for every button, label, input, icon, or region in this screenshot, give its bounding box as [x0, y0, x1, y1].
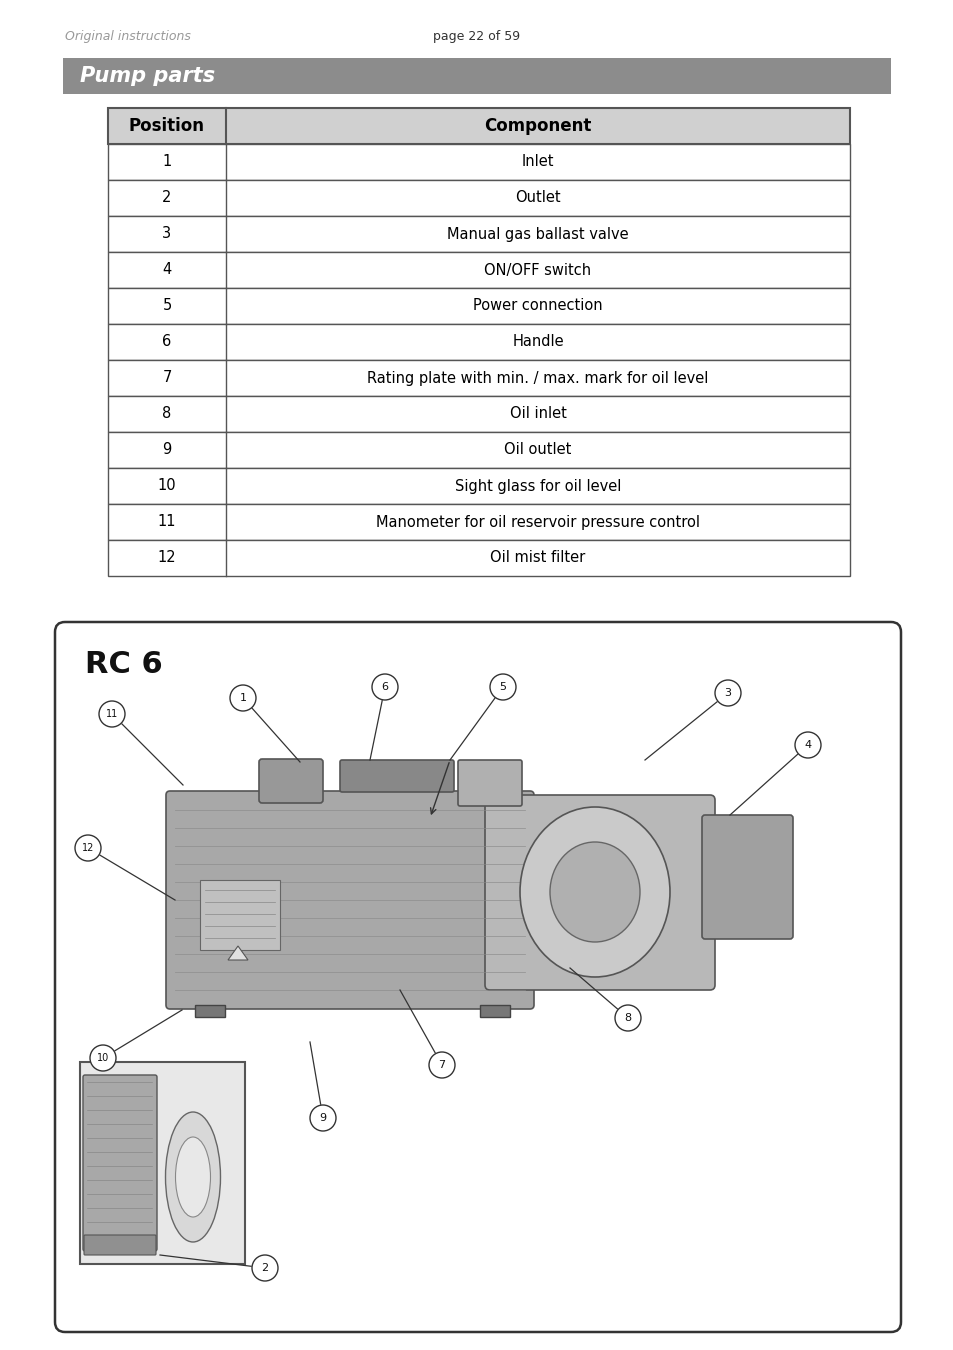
- FancyBboxPatch shape: [258, 759, 323, 803]
- FancyBboxPatch shape: [83, 1075, 157, 1251]
- Text: 8: 8: [624, 1012, 631, 1023]
- Text: Power connection: Power connection: [473, 298, 602, 313]
- Bar: [108, 144, 849, 180]
- Text: RC 6: RC 6: [85, 649, 163, 679]
- Text: Handle: Handle: [512, 335, 563, 350]
- FancyBboxPatch shape: [484, 795, 714, 990]
- Text: 2: 2: [261, 1264, 269, 1273]
- Text: Oil outlet: Oil outlet: [504, 443, 571, 458]
- FancyBboxPatch shape: [339, 760, 454, 792]
- Text: Inlet: Inlet: [521, 154, 554, 170]
- Bar: [194, 1004, 225, 1017]
- Text: Rating plate with min. / max. mark for oil level: Rating plate with min. / max. mark for o…: [367, 370, 708, 386]
- Text: Manual gas ballast valve: Manual gas ballast valve: [447, 227, 628, 242]
- Text: 12: 12: [82, 842, 94, 853]
- Circle shape: [252, 1256, 277, 1281]
- Circle shape: [490, 674, 516, 701]
- Bar: [108, 252, 849, 288]
- Bar: [108, 108, 849, 144]
- Bar: [63, 58, 890, 95]
- Text: Manometer for oil reservoir pressure control: Manometer for oil reservoir pressure con…: [375, 514, 700, 529]
- Text: 3: 3: [162, 227, 172, 242]
- Text: Original instructions: Original instructions: [65, 30, 191, 43]
- Bar: [108, 504, 849, 540]
- Text: 11: 11: [157, 514, 176, 529]
- Bar: [108, 432, 849, 468]
- Polygon shape: [228, 946, 248, 960]
- Text: 8: 8: [162, 406, 172, 421]
- Text: 9: 9: [319, 1112, 326, 1123]
- Text: 4: 4: [803, 740, 811, 751]
- Text: Oil mist filter: Oil mist filter: [490, 551, 585, 566]
- Bar: [108, 324, 849, 360]
- Text: 10: 10: [97, 1053, 109, 1062]
- Circle shape: [90, 1045, 116, 1071]
- Ellipse shape: [175, 1137, 211, 1216]
- Text: 5: 5: [499, 682, 506, 693]
- Text: 11: 11: [106, 709, 118, 720]
- Text: Sight glass for oil level: Sight glass for oil level: [455, 478, 620, 494]
- Bar: [108, 288, 849, 324]
- Text: Outlet: Outlet: [515, 190, 560, 205]
- Text: Oil inlet: Oil inlet: [509, 406, 566, 421]
- Circle shape: [714, 680, 740, 706]
- FancyBboxPatch shape: [457, 760, 521, 806]
- Text: Component: Component: [484, 117, 591, 135]
- FancyBboxPatch shape: [84, 1235, 156, 1256]
- Text: Pump parts: Pump parts: [80, 66, 214, 86]
- Text: 9: 9: [162, 443, 172, 458]
- Circle shape: [310, 1106, 335, 1131]
- Bar: [108, 180, 849, 216]
- Circle shape: [99, 701, 125, 728]
- Bar: [108, 468, 849, 504]
- Bar: [479, 1004, 510, 1017]
- Text: 6: 6: [381, 682, 388, 693]
- Text: ON/OFF switch: ON/OFF switch: [484, 262, 591, 278]
- Text: Position: Position: [129, 117, 205, 135]
- Text: 1: 1: [239, 693, 246, 703]
- Bar: [108, 216, 849, 252]
- FancyBboxPatch shape: [200, 880, 280, 950]
- Ellipse shape: [165, 1112, 220, 1242]
- Text: 3: 3: [723, 688, 731, 698]
- FancyBboxPatch shape: [166, 791, 534, 1008]
- Ellipse shape: [550, 842, 639, 942]
- Text: 5: 5: [162, 298, 172, 313]
- Bar: [108, 360, 849, 396]
- Bar: [108, 396, 849, 432]
- Circle shape: [615, 1004, 640, 1031]
- Circle shape: [794, 732, 821, 757]
- Text: 4: 4: [162, 262, 172, 278]
- FancyBboxPatch shape: [55, 622, 900, 1332]
- Text: 10: 10: [157, 478, 176, 494]
- Text: 2: 2: [162, 190, 172, 205]
- Circle shape: [230, 684, 255, 711]
- Text: 12: 12: [157, 551, 176, 566]
- Circle shape: [75, 836, 101, 861]
- Text: 7: 7: [162, 370, 172, 386]
- FancyBboxPatch shape: [701, 815, 792, 940]
- Circle shape: [372, 674, 397, 701]
- Bar: [108, 540, 849, 576]
- Circle shape: [429, 1052, 455, 1079]
- Text: 7: 7: [438, 1060, 445, 1071]
- Text: page 22 of 59: page 22 of 59: [433, 30, 520, 43]
- Ellipse shape: [519, 807, 669, 977]
- Text: 6: 6: [162, 335, 172, 350]
- Bar: [80, 1062, 245, 1264]
- Text: 1: 1: [162, 154, 172, 170]
